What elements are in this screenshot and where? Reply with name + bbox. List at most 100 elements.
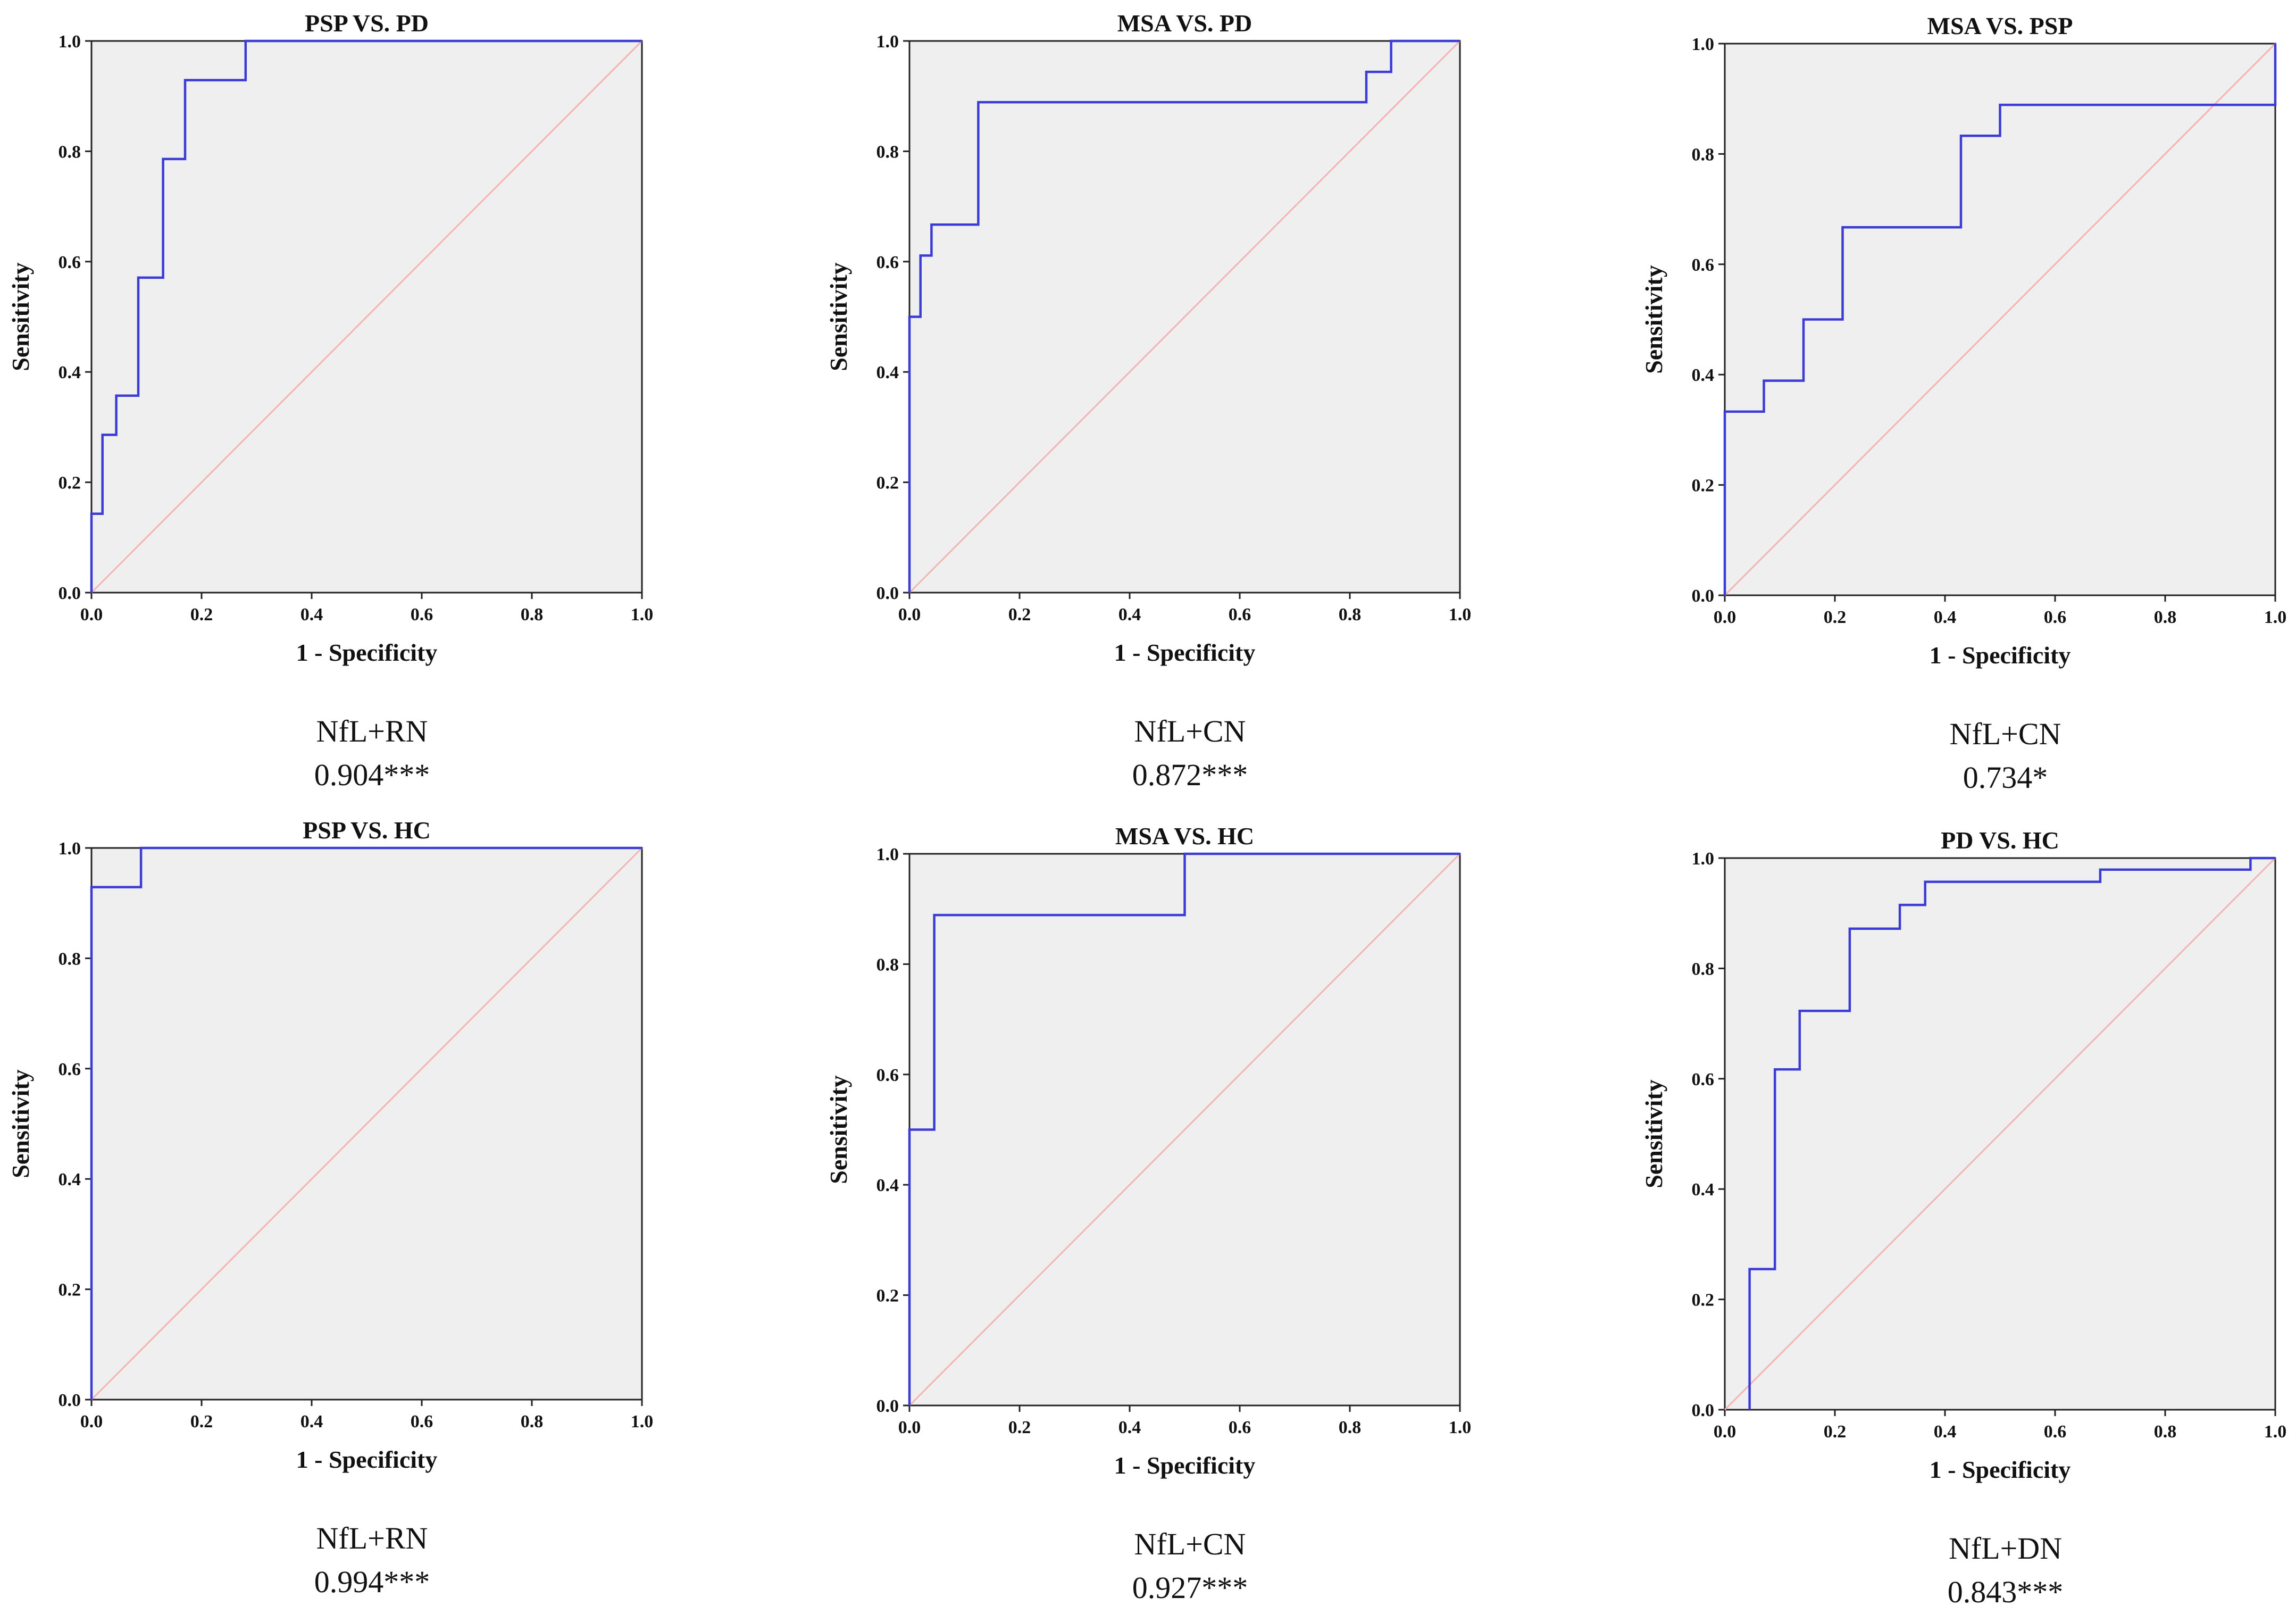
roc-panel-msa-vs-pd: 0.0 0.2 0.4 0.6 0.8 1.0 0.0 0.2 0.4 0.6 0.8 1.0 MSA … (825, 10, 1471, 666)
y-tick-label: 0.0 (876, 1396, 899, 1416)
x-tick-label: 0.6 (2044, 608, 2067, 627)
chart-title-msa-vs-hc: MSA VS. HC (1115, 822, 1254, 850)
roc-curve-line (90, 846, 642, 1400)
chart-title-psp-vs-hc: PSP VS. HC (303, 817, 431, 844)
y-tick-label: 0.6 (876, 253, 899, 272)
caption-pd-vs-hc: NfL+DN 0.843*** (1846, 1527, 2165, 1614)
x-tick-label: 1.0 (1449, 1418, 1472, 1437)
x-tick-label: 0.0 (1714, 1422, 1736, 1442)
caption-msa-vs-pd: NfL+CN 0.872*** (1031, 710, 1350, 797)
y-tick-label: 0.2 (59, 1280, 81, 1300)
x-tick-label: 0.2 (190, 1412, 213, 1432)
x-tick-label: 0.8 (2154, 1422, 2177, 1442)
y-tick-label: 0.4 (1692, 1180, 1715, 1200)
x-tick-label: 0.4 (1934, 608, 1957, 627)
x-tick-label: 0.8 (521, 1412, 544, 1432)
caption-predictor: NfL+RN (316, 714, 428, 748)
x-tick-label: 0.4 (1934, 1422, 1957, 1442)
y-tick-label: 0.4 (1692, 365, 1715, 385)
caption-predictor: NfL+RN (316, 1521, 428, 1555)
y-tick-label: 0.2 (59, 473, 81, 493)
x-tick-label: 1.0 (631, 605, 654, 625)
caption-auc: 0.734* (1963, 760, 2048, 795)
y-tick-label: 0.4 (876, 1176, 899, 1195)
x-tick-label: 0.2 (1824, 1422, 1847, 1442)
y-tick-label: 0.0 (1692, 1401, 1715, 1420)
x-tick-label: 0.8 (1339, 1418, 1362, 1437)
y-tick-label: 0.8 (59, 949, 81, 969)
x-tick-label: 0.0 (1714, 608, 1736, 627)
caption-auc: 0.904*** (314, 758, 430, 792)
x-tick-label: 0.4 (300, 605, 323, 625)
x-tick-label: 0.0 (80, 1412, 103, 1432)
y-tick-label: 0.6 (876, 1066, 899, 1085)
y-tick-label: 0.8 (876, 955, 899, 975)
y-tick-label: 0.0 (59, 584, 81, 603)
x-tick-label: 0.6 (411, 605, 433, 625)
chart-title-msa-vs-pd: MSA VS. PD (1117, 10, 1252, 37)
caption-psp-vs-hc: NfL+RN 0.994*** (213, 1517, 532, 1604)
x-tick-label: 1.0 (631, 1412, 654, 1432)
y-tick-label: 0.2 (876, 473, 899, 493)
caption-auc: 0.927*** (1132, 1570, 1248, 1605)
x-axis-label: 1 - Specificity (1114, 639, 1256, 666)
y-axis-label: Sensitivity (7, 1069, 34, 1178)
reference-line (908, 853, 1461, 1407)
caption-predictor: NfL+CN (1134, 714, 1246, 748)
x-tick-label: 0.8 (2154, 608, 2177, 627)
x-tick-label: 1.0 (2264, 1422, 2287, 1442)
y-tick-label: 0.4 (876, 363, 899, 382)
caption-msa-vs-psp: NfL+CN 0.734* (1846, 712, 2165, 800)
caption-psp-vs-pd: NfL+RN 0.904*** (213, 710, 532, 797)
roc-curve-line (908, 852, 1460, 1405)
roc-curve-line (1723, 44, 2277, 595)
x-tick-label: 0.0 (898, 605, 921, 625)
x-axis-label: 1 - Specificity (1930, 642, 2071, 669)
x-axis-label: 1 - Specificity (1114, 1452, 1256, 1479)
x-axis-label: 1 - Specificity (296, 1446, 438, 1473)
y-tick-label: 1.0 (876, 32, 899, 52)
x-tick-label: 0.4 (1118, 605, 1141, 625)
x-axis-label: 1 - Specificity (296, 639, 438, 666)
x-tick-label: 0.8 (521, 605, 544, 625)
y-tick-label: 0.6 (1692, 1070, 1715, 1089)
y-tick-label: 0.2 (1692, 1291, 1715, 1310)
roc-panel-msa-vs-psp: 0.0 0.2 0.4 0.6 0.8 1.0 0.0 0.2 0.4 0.6 0.8 1.0 MSA … (1640, 12, 2287, 669)
x-tick-label: 0.6 (1229, 605, 1251, 625)
y-tick-label: 0.8 (59, 142, 81, 162)
y-tick-label: 0.0 (1692, 586, 1715, 606)
x-tick-label: 0.2 (190, 605, 213, 625)
y-axis-label: Sensitivity (1640, 265, 1667, 373)
caption-predictor: NfL+CN (1134, 1527, 1246, 1561)
y-tick-label: 0.4 (59, 363, 81, 382)
y-axis-label: Sensitivity (7, 262, 34, 371)
reference-line (90, 847, 643, 1401)
x-tick-label: 0.4 (300, 1412, 323, 1432)
y-tick-label: 0.6 (59, 253, 81, 272)
y-tick-label: 0.0 (876, 584, 899, 603)
caption-auc: 0.872*** (1132, 758, 1248, 792)
x-tick-label: 1.0 (2264, 608, 2287, 627)
y-tick-label: 0.8 (1692, 959, 1715, 979)
y-axis-label: Sensitivity (825, 262, 852, 371)
x-tick-label: 0.2 (1008, 1418, 1031, 1437)
y-tick-label: 0.2 (876, 1286, 899, 1306)
y-tick-label: 0.6 (59, 1060, 81, 1079)
y-tick-label: 0.2 (1692, 476, 1715, 496)
x-tick-label: 0.6 (411, 1412, 433, 1432)
roc-panel-psp-vs-pd: 0.0 0.2 0.4 0.6 0.8 1.0 0.0 0.2 0.4 0.6 0.8 1.0 PSP … (7, 10, 654, 666)
reference-line (1724, 857, 2276, 1411)
roc-curve-line (90, 39, 642, 593)
roc-panel-pd-vs-hc: 0.0 0.2 0.4 0.6 0.8 1.0 0.0 0.2 0.4 0.6 0.8 1.0 PD V… (1640, 827, 2287, 1483)
x-axis-label: 1 - Specificity (1930, 1456, 2071, 1483)
y-tick-label: 1.0 (1692, 35, 1715, 54)
y-tick-label: 1.0 (59, 32, 81, 52)
x-tick-label: 0.0 (898, 1418, 921, 1437)
roc-panel-psp-vs-hc: 0.0 0.2 0.4 0.6 0.8 1.0 0.0 0.2 0.4 0.6 0.8 1.0 PSP … (7, 817, 654, 1473)
x-tick-label: 0.6 (2044, 1422, 2067, 1442)
roc-panel-msa-vs-hc: 0.0 0.2 0.4 0.6 0.8 1.0 0.0 0.2 0.4 0.6 0.8 1.0 MSA … (825, 822, 1472, 1479)
reference-line (908, 40, 1461, 594)
chart-title-pd-vs-hc: PD VS. HC (1941, 827, 2059, 854)
y-tick-label: 0.6 (1692, 255, 1715, 275)
